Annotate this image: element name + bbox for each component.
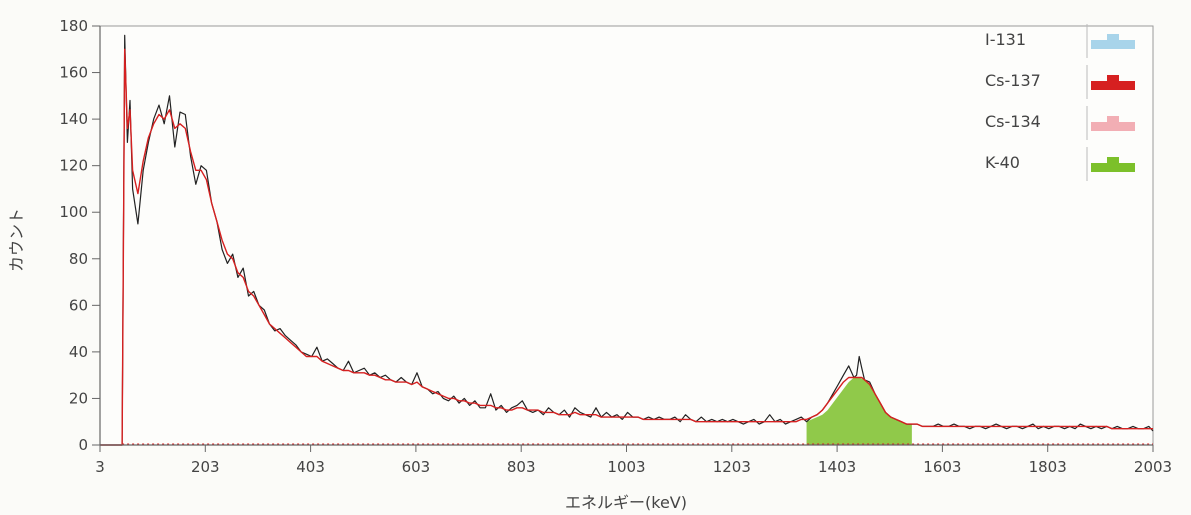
- legend-swatch-cs-137-icon: [1091, 75, 1135, 90]
- x-tick-label: 2003: [1134, 458, 1172, 476]
- y-tick-label: 20: [69, 389, 88, 407]
- plot-area: [99, 25, 1154, 446]
- legend-swatch-k-40-icon: [1091, 157, 1135, 172]
- y-tick-label: 120: [59, 157, 88, 175]
- plot-frame: [99, 25, 1154, 446]
- swatch-mid: [1107, 34, 1119, 49]
- y-tick-label: 180: [59, 17, 88, 35]
- legend: I-131 Cs-137 Cs-134 K-40: [985, 24, 1135, 181]
- y-tick-label: 60: [69, 296, 88, 314]
- x-tick-label: 1203: [713, 458, 751, 476]
- legend-swatch-cs-134-icon: [1091, 116, 1135, 131]
- legend-label-k-40: K-40: [985, 153, 1020, 172]
- x-tick-label: 203: [191, 458, 220, 476]
- swatch-mid: [1107, 116, 1119, 131]
- swatch-right: [1119, 163, 1135, 172]
- swatch-right: [1119, 81, 1135, 90]
- x-tick-label: 603: [402, 458, 431, 476]
- x-tick-label: 803: [507, 458, 536, 476]
- x-tick-label: 1003: [607, 458, 645, 476]
- swatch-mid: [1107, 75, 1119, 90]
- series-layer: [100, 34, 1154, 446]
- x-tick-label: 1403: [818, 458, 856, 476]
- swatch-right: [1119, 122, 1135, 131]
- x-tick-label: 1803: [1029, 458, 1067, 476]
- series-k-40-area: [806, 377, 912, 445]
- swatch-mid: [1107, 157, 1119, 172]
- y-tick-label: 80: [69, 250, 88, 268]
- y-tick-label: 40: [69, 343, 88, 361]
- legend-label-cs-134: Cs-134: [985, 112, 1041, 131]
- x-tick-label: 403: [296, 458, 325, 476]
- swatch-left: [1091, 40, 1107, 49]
- legend-label-cs-137: Cs-137: [985, 71, 1041, 90]
- swatch-right: [1119, 40, 1135, 49]
- x-tick-label: 1603: [923, 458, 961, 476]
- y-tick-label: 100: [59, 203, 88, 221]
- y-tick-label: 140: [59, 110, 88, 128]
- y-tick-label: 160: [59, 64, 88, 82]
- swatch-left: [1091, 163, 1107, 172]
- x-axis-title: エネルギー(keV): [565, 493, 687, 512]
- series-cs-137-line: [100, 48, 1153, 446]
- x-tick-label: 3: [95, 458, 105, 476]
- y-axis-title: カウント: [7, 208, 26, 272]
- swatch-left: [1091, 122, 1107, 131]
- legend-label-i-131: I-131: [985, 30, 1026, 49]
- legend-swatch-i-131-icon: [1091, 34, 1135, 49]
- y-tick-label: 0: [78, 436, 88, 454]
- swatch-left: [1091, 81, 1107, 90]
